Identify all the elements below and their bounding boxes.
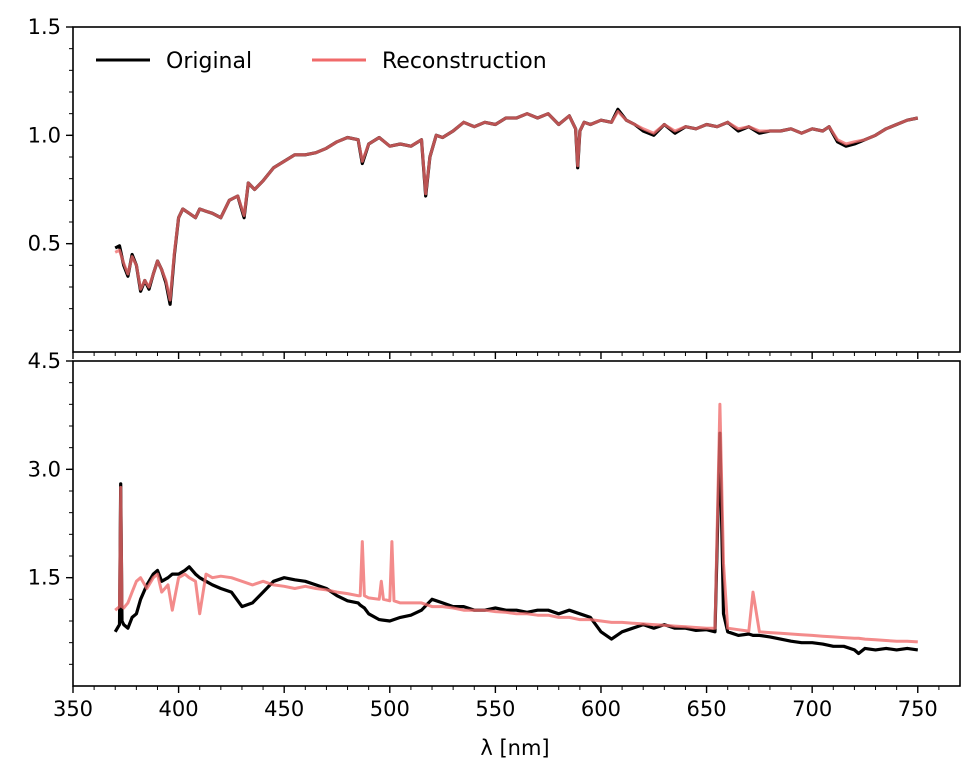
top-y-tick-label: 1.5 [28,15,61,39]
legend-original-label: Original [166,49,252,74]
legend: Original Reconstruction [96,49,547,74]
bottom-x-tick-label: 750 [898,697,938,721]
bottom-x-tick-label: 650 [687,697,727,721]
top-series-original-line [114,107,919,306]
bottom-y-tick-label: 1.5 [28,566,61,590]
top-series-reconstruction-line [114,110,919,302]
top-y-tick-label: 1.0 [28,123,61,147]
bottom-series-reconstruction-line [114,402,918,644]
bottom-x-tick-label: 550 [475,697,515,721]
top-panel: 0.5 1.0 1.5 [28,15,961,359]
bottom-x-tick-label: 450 [264,697,304,721]
bottom-x-tick-label: 350 [53,697,93,721]
top-axes-frame [72,26,961,353]
bottom-x-tick-label: 400 [159,697,199,721]
bottom-x-tick-label: 600 [581,697,621,721]
bottom-series-original-line [113,431,919,656]
bottom-y-tick-label: 4.5 [28,349,61,373]
top-y-tick-label: 0.5 [28,232,61,256]
bottom-x-tick-label: 500 [370,697,410,721]
bottom-y-tick-label: 3.0 [28,457,61,481]
x-axis-label: λ [nm] [480,736,549,760]
bottom-x-tick-label: 700 [792,697,832,721]
legend-reconstruction-label: Reconstruction [382,49,547,74]
bottom-panel: 1.5 3.0 4.5 350 400 450 500 550 600 650 700 750 [28,349,961,721]
